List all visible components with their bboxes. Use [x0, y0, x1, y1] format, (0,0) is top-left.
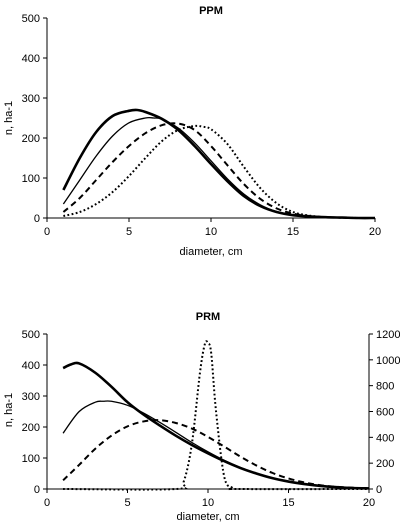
x-tick-label: 20 — [369, 226, 381, 238]
plot-area — [62, 108, 376, 220]
x-tick-label: 5 — [126, 226, 132, 238]
y-tick-label: 200 — [22, 422, 40, 434]
y2-tick-label: 200 — [376, 458, 394, 470]
y-tick-label: 500 — [22, 13, 40, 25]
y2-tick-label: 1200 — [376, 329, 400, 341]
x-tick-label: 0 — [44, 497, 50, 509]
plot-area — [62, 340, 370, 491]
y-axis-label: n, ha-1 — [3, 101, 15, 135]
y-tick-label: 100 — [22, 173, 40, 185]
y-tick-label: 500 — [22, 329, 40, 341]
y2-tick-label: 400 — [376, 432, 394, 444]
series-line-thick-solid — [62, 108, 376, 220]
y2-tick-label: 600 — [376, 407, 394, 419]
x-tick-label: 20 — [363, 497, 375, 509]
y2-ticks: 0 200 400 600 800 1000 1200 — [369, 329, 400, 496]
y-tick-label: 400 — [22, 360, 40, 372]
chart-ppm: PPM n, ha-1 diameter, cm 0 5 10 15 20 0 100 20… — [3, 5, 381, 258]
chart-title: PPM — [199, 5, 223, 17]
x-tick-label: 15 — [287, 226, 299, 238]
y-ticks: 0 100 200 300 400 500 — [22, 13, 47, 225]
series-line-thick-solid — [62, 361, 370, 490]
y-tick-label: 200 — [22, 133, 40, 145]
series-line-dotted — [63, 340, 370, 491]
x-tick-label: 15 — [282, 497, 294, 509]
series-line-thin-solid — [62, 116, 376, 219]
y-tick-label: 300 — [22, 391, 40, 403]
y-ticks: 0 100 200 300 400 500 — [22, 329, 47, 496]
y2-tick-label: 800 — [376, 381, 394, 393]
y-axis-label-text: n, ha-1 — [3, 101, 15, 135]
x-axis-label: diameter, cm — [180, 246, 243, 258]
series-line-thin-solid — [62, 400, 370, 490]
y2-tick-label: 1000 — [376, 355, 400, 367]
series-line-dashed — [62, 122, 376, 220]
y-axis-label: n, ha-1 — [3, 393, 15, 427]
x-ticks: 0 5 10 15 20 — [44, 218, 381, 238]
y-tick-label: 0 — [34, 484, 40, 496]
y2-tick-label: 0 — [376, 484, 382, 496]
x-tick-label: 5 — [124, 497, 130, 509]
series-line-dashed — [62, 419, 370, 490]
chart-title: PRM — [196, 311, 220, 323]
y-tick-label: 0 — [34, 213, 40, 225]
y-tick-label: 300 — [22, 93, 40, 105]
x-tick-label: 0 — [44, 226, 50, 238]
y-axis-label-text: n, ha-1 — [3, 393, 15, 427]
x-tick-label: 10 — [202, 497, 214, 509]
x-ticks: 0 5 10 15 20 — [44, 489, 375, 509]
x-axis-label: diameter, cm — [177, 511, 240, 523]
chart-prm: PRM n, ha-1 diameter, cm 0 5 10 15 20 0 100 20… — [3, 311, 400, 523]
x-tick-label: 10 — [205, 226, 217, 238]
y-tick-label: 100 — [22, 453, 40, 465]
y-tick-label: 400 — [22, 53, 40, 65]
